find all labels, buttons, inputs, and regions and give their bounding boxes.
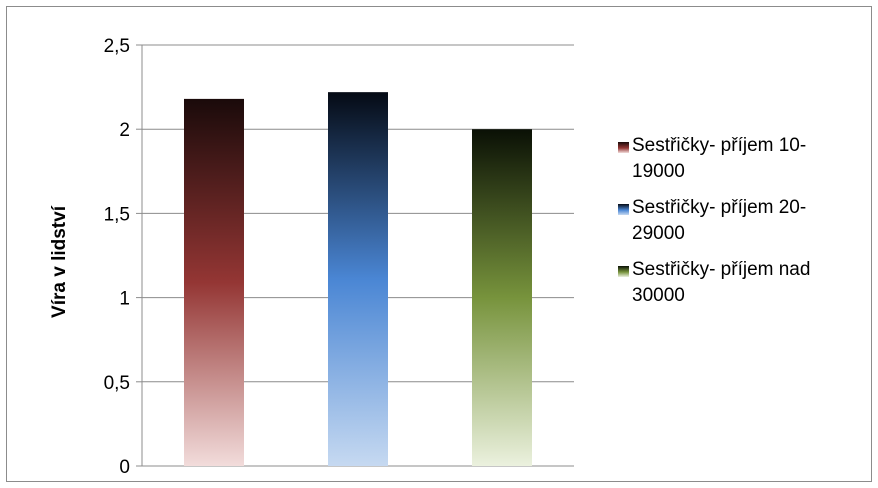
legend: Sestřičky- příjem 10-19000 Sestřičky- pří… [618, 135, 810, 306]
bar-series-3 [472, 129, 532, 466]
legend-swatch-series-1 [618, 142, 629, 153]
bar-series-2 [328, 92, 388, 466]
legend-label-series-2: Sestřičky- příjem 20-29000 [632, 197, 806, 244]
legend-swatch-series-3 [618, 266, 629, 277]
y-tick-label: 1 [119, 289, 130, 310]
y-tick-label: 0 [119, 457, 130, 478]
y-tick-label: 2,5 [104, 36, 130, 57]
y-axis: 0 0,5 1 1,5 2 2,5 [104, 36, 143, 478]
legend-label-series-1: Sestřičky- příjem 10-19000 [632, 135, 806, 182]
bar-series-1 [184, 98, 244, 466]
legend-label-series-3: Sestřičky- příjem nad 30000 [632, 259, 810, 306]
y-tick-label: 1,5 [104, 204, 130, 225]
y-tick-label: 2 [119, 120, 130, 141]
y-axis-title: Víra v lidství [49, 205, 70, 318]
chart-frame: 0 0,5 1 1,5 2 2,5 Sestřičky- příjem 10-19000 S… [6, 6, 872, 482]
bars [184, 92, 532, 466]
bar-chart: 00,511,522,5 Sestřičky- příjem 10-19000S… [49, 36, 810, 478]
legend-swatch-series-2 [618, 204, 629, 215]
y-tick-label: 0,5 [104, 373, 130, 394]
